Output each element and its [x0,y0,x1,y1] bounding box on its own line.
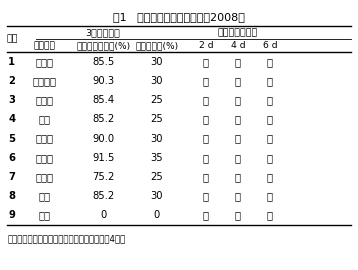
Text: 90.0: 90.0 [92,134,114,144]
Text: 3: 3 [8,95,15,105]
Text: 85.5: 85.5 [92,57,114,67]
Text: 30: 30 [151,76,163,86]
Text: 无: 无 [202,210,208,220]
Text: 8: 8 [8,191,15,201]
Text: 中: 中 [234,172,240,182]
Text: 0: 0 [154,210,160,220]
Text: 9: 9 [8,210,15,220]
Text: 无: 无 [267,114,272,124]
Text: 75.2: 75.2 [92,172,114,182]
Text: 无: 无 [234,114,240,124]
Text: 番木瓜幼苗药害: 番木瓜幼苗药害 [217,28,257,37]
Text: 阿维菌素: 阿维菌素 [32,76,56,86]
Text: 中: 中 [234,191,240,201]
Text: 无: 无 [267,95,272,105]
Text: 无: 无 [202,114,208,124]
Text: 无: 无 [234,57,240,67]
Text: 万灵: 万灵 [38,114,50,124]
Text: 25: 25 [150,114,163,124]
Text: 30: 30 [151,191,163,201]
Text: 30: 30 [151,57,163,67]
Text: 35: 35 [150,153,163,163]
Text: 5: 5 [8,134,15,144]
Text: 无: 无 [234,210,240,220]
Text: 2 d: 2 d [199,41,213,50]
Text: 重: 重 [267,191,272,201]
Text: 天扫利: 天扫利 [35,95,53,105]
Text: 无: 无 [234,76,240,86]
Text: 无: 无 [267,210,272,220]
Text: 吡虫啉: 吡虫啉 [35,134,53,144]
Text: 无: 无 [234,95,240,105]
Text: 无: 无 [202,76,208,86]
Text: 试验: 试验 [6,35,18,43]
Text: 3次重复平均: 3次重复平均 [86,28,120,37]
Text: 敌敌畏: 敌敌畏 [35,153,53,163]
Text: 无: 无 [267,76,272,86]
Text: 1: 1 [8,57,15,67]
Text: 表1   药剂试验结果调查（广州2008）: 表1 药剂试验结果调查（广州2008） [113,12,245,22]
Text: 无: 无 [202,57,208,67]
Text: 无: 无 [202,134,208,144]
Text: 无: 无 [234,134,240,144]
Text: 幼虫死亡率(%): 幼虫死亡率(%) [136,41,179,50]
Text: 2: 2 [8,76,15,86]
Text: 成虫虫口下降率(%): 成虫虫口下降率(%) [77,41,131,50]
Text: 4: 4 [8,114,15,124]
Text: 轻: 轻 [202,153,208,163]
Text: 7: 7 [8,172,15,182]
Text: 30: 30 [151,134,163,144]
Text: 轻: 轻 [202,172,208,182]
Text: 巴丹: 巴丹 [38,191,50,201]
Text: 85.2: 85.2 [92,191,114,201]
Text: 处理药剂: 处理药剂 [34,41,56,50]
Text: 0: 0 [100,210,106,220]
Text: 重: 重 [267,172,272,182]
Text: 敌百虫: 敌百虫 [35,57,53,67]
Text: 90.3: 90.3 [92,76,114,86]
Text: 轻: 轻 [202,191,208,201]
Text: 91.5: 91.5 [92,153,114,163]
Text: 25: 25 [150,172,163,182]
Text: 中: 中 [234,153,240,163]
Text: 清水: 清水 [38,210,50,220]
Text: 重: 重 [267,153,272,163]
Text: 85.2: 85.2 [92,114,114,124]
Text: 4 d: 4 d [231,41,245,50]
Text: 6: 6 [8,153,15,163]
Text: 85.4: 85.4 [92,95,114,105]
Text: 6 d: 6 d [263,41,277,50]
Text: 25: 25 [150,95,163,105]
Text: 无: 无 [267,134,272,144]
Text: 无: 无 [267,57,272,67]
Text: 辛硫磷: 辛硫磷 [35,172,53,182]
Text: 无: 无 [202,95,208,105]
Text: 注：番木瓜幼苗药害程度分为无、轻、中、重4级。: 注：番木瓜幼苗药害程度分为无、轻、中、重4级。 [7,234,125,243]
